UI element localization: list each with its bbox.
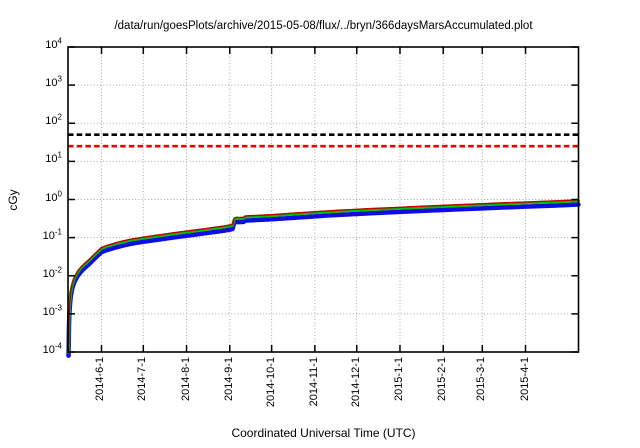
x-tick-label: 2015-3-1 [475,357,488,402]
x-tick-label: 2014-7-1 [136,357,149,402]
accumulated-dose-blue [66,202,581,358]
x-tick-label: 2014-9-1 [222,357,235,402]
y-tick-label: 10-2 [42,265,62,280]
y-tick-label: 10-1 [42,226,62,242]
x-tick-label: 2015-1-1 [392,357,405,402]
x-tick-label: 2014-10-1 [264,357,277,408]
y-tick-label: 102 [45,112,62,128]
y-tick-label: 103 [45,74,62,90]
x-tick-label: 2014-12-1 [349,357,362,408]
y-tick-label: 10-4 [42,341,62,356]
y-tick-label: 104 [45,36,62,51]
y-tick-label: 100 [45,188,62,204]
chart-title: /data/run/goesPlots/archive/2015-05-08/f… [114,20,533,32]
x-tick-label: 2015-4-1 [518,357,531,402]
plot-area [66,46,581,358]
x-tick-label: 2014-8-1 [179,357,192,402]
x-tick-label: 2014-6-1 [94,357,107,402]
x-axis-label: Coordinated Universal Time (UTC) [231,426,416,440]
plot-border [67,46,580,353]
x-tick-label: 2014-11-1 [307,357,320,407]
y-tick-label: 101 [45,150,62,166]
y-tick-label: 10-3 [42,303,62,318]
accumulated-dose-green [67,199,580,354]
x-tick-label: 2015-2-1 [436,357,449,402]
accumulated-dose-red [67,199,580,352]
